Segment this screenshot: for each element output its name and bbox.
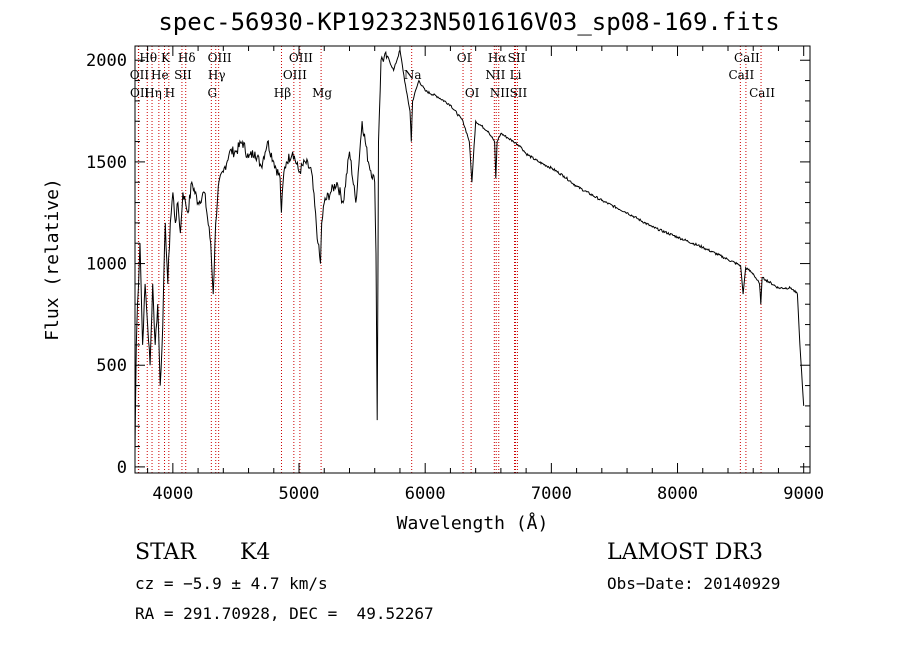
spectral-line-label: OIII <box>208 51 232 65</box>
spectral-line-label: He <box>151 68 169 82</box>
spectral-line-label: Hβ <box>274 86 291 100</box>
x-tick-label: 9000 <box>783 484 824 504</box>
survey-name: LAMOST DR3 <box>607 540 763 565</box>
spectral-line-label: Hγ <box>208 68 226 82</box>
spectral-line-label: Hθ <box>139 51 157 65</box>
x-tick-label: 5000 <box>279 484 320 504</box>
plot-frame <box>134 45 811 474</box>
spectral-line-label: OI <box>465 86 480 100</box>
spectrum-line <box>134 48 805 451</box>
spectral-line-label: CaII <box>728 68 754 82</box>
spectral-line-label: NII <box>485 68 505 82</box>
spectral-line-label: CaII <box>749 86 775 100</box>
obs-date: Obs−Date: 20140929 <box>607 574 781 593</box>
spectral-line-label: Li <box>510 68 522 82</box>
y-tick-label: 500 <box>96 356 127 376</box>
x-tick-label: 6000 <box>405 484 446 504</box>
x-axis-title: Wavelength (Å) <box>397 512 549 534</box>
redshift-cz: cz = −5.9 ± 4.7 km/s <box>135 574 328 593</box>
y-tick-label: 2000 <box>86 51 127 71</box>
spectral-line-label: CaII <box>734 51 760 65</box>
spectral-line-label: Na <box>404 68 422 82</box>
spectrum-series <box>134 48 805 451</box>
spectral-line-label: SII <box>174 68 192 82</box>
spectral-line-label: OI <box>457 51 472 65</box>
spectral-line-label: G <box>208 86 218 100</box>
coordinates: RA = 291.70928, DEC = 49.52267 <box>135 604 434 623</box>
y-axis-title: Flux (relative) <box>42 178 63 341</box>
y-tick-label: 1500 <box>86 153 127 173</box>
spectral-line-label: K <box>161 51 171 65</box>
x-tick-label: 4000 <box>152 484 193 504</box>
chart-title: spec-56930-KP192323N501616V03_sp08-169.f… <box>158 8 780 36</box>
spectral-line-label: SII <box>508 51 526 65</box>
x-tick-label: 8000 <box>657 484 698 504</box>
spectral-line-label: OIII <box>289 51 313 65</box>
y-tick-label: 0 <box>117 458 127 478</box>
spectral-line-label: OIII <box>283 68 307 82</box>
spectral-line-label: NII <box>490 86 510 100</box>
spectral-line-label: SII <box>510 86 528 100</box>
spectral-line-label: OII <box>130 68 150 82</box>
spectral-line-label: Hα <box>488 51 507 65</box>
spectral-line-markers <box>137 46 762 473</box>
object-class: STAR <box>135 540 196 565</box>
axes: 4000 5000 6000 7000 8000 9000 0 500 1000 1500 2000… <box>42 45 824 534</box>
object-subclass: K4 <box>240 540 271 565</box>
x-tick-label: 7000 <box>531 484 572 504</box>
spectral-line-label: Mg <box>312 86 332 100</box>
spectral-line-label: H <box>165 86 175 100</box>
y-tick-label: 1000 <box>86 255 127 275</box>
spectral-line-label: OII <box>130 86 150 100</box>
spectral-line-label: Hη <box>144 86 162 100</box>
spectral-line-label: Hδ <box>178 51 196 65</box>
